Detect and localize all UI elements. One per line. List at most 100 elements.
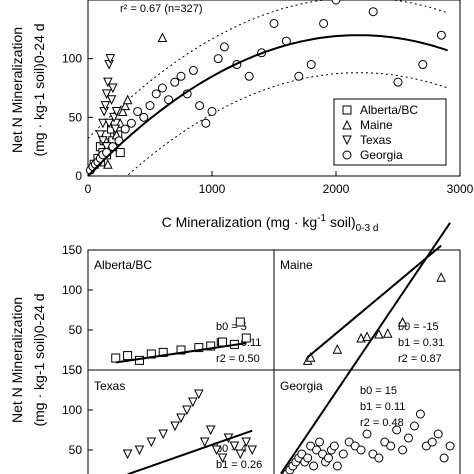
top-point-maine [122,94,133,105]
top-point-maine [103,159,113,169]
panel-tx-b1: b1 = 0.26 [216,459,262,471]
bottom-point-texas [247,445,258,456]
bottom-point-texas [182,405,192,416]
legend-box [333,98,447,166]
bottom-point-georgia [427,437,437,447]
bottom-fit-lines [115,222,451,474]
panel-ga-b0: b0 = 15 [360,385,397,397]
top-point-georgia [306,60,316,70]
bottom-point-maine [332,344,343,354]
top-upper-band [87,0,448,139]
bottom-y-tick-label: 0 [75,363,82,377]
bottom-point-georgia [392,425,402,435]
bottom-point-texas [229,441,240,452]
top-x-label: C Mineralization (mg · kg-1 soil)0-3 d [162,213,379,234]
bottom-point-georgia [409,421,419,431]
top-point-georgia [368,7,378,17]
bottom-point-georgia [362,429,372,439]
bottom-point-texas [122,449,133,460]
top-prediction-band [87,0,448,176]
bottom-point-texas [170,421,180,432]
top-y-label-line1: Net N Mineralization [9,27,25,153]
top-y-tick-label: 100 [62,52,82,66]
top-x-label-sup: -1 [317,213,326,224]
top-point-georgia [213,54,223,64]
panel-me-title: Maine [280,258,313,272]
bottom-point-texas [158,429,169,440]
bottom-point-maine [362,331,372,341]
top-x-tick-label: 3000 [447,182,474,196]
top-point-texas [107,83,118,94]
top-x-label-main: C Mineralization (mg · kg [162,214,318,230]
bottom-point-georgia [309,461,319,471]
legend-label: Maine [360,118,393,132]
bottom-point-georgia [445,441,455,451]
top-x-ticks: 0 1000 2000 3000 [85,171,474,196]
top-y-label-line2: (mg · kg-1 soil)0-24 d [31,23,47,156]
bottom-y-tick-label: 50 [69,443,83,457]
bottom-point-maine [397,316,408,327]
bottom-point-georgia [303,453,313,463]
panel-georgia: Georgia b0 = 15 b1 = 0.11 r2 = 0.48 [280,379,405,429]
top-point-georgia [170,77,180,87]
bottom-point-georgia [386,441,396,451]
top-plot-frame [87,0,461,177]
bottom-point-texas [241,437,252,448]
top-point-georgia [176,71,186,81]
bottom-point-albertabc [235,317,245,327]
bottom-point-texas [146,437,157,448]
top-point-texas [95,130,106,141]
panel-me-b1: b1 = 0.31 [398,337,444,349]
panel-ga-title: Georgia [280,379,323,393]
panel-tx-title: Texas [94,379,125,393]
bottom-point-albertabc [176,345,186,355]
top-point-texas [98,136,108,146]
top-point-georgia [133,106,143,116]
top-point-texas [111,106,122,117]
top-point-georgia [126,118,136,128]
bottom-point-georgia [315,437,325,447]
top-point-georgia [201,118,211,128]
top-x-tick-label: 0 [85,182,92,196]
bottom-point-georgia [374,453,384,463]
legend-label: Georgia [360,148,403,162]
bottom-point-albertabc [123,351,133,361]
top-point-georgia [393,77,403,87]
legend-marker-maine [342,119,352,130]
top-y-ticks: 0 50 100 [62,52,93,183]
top-point-texas [106,95,117,105]
top-point-georgia [151,89,161,99]
bottom-point-maine [382,328,393,338]
bottom-fit-line [127,429,253,474]
top-point-georgia [244,71,254,81]
top-data-points [85,0,446,175]
top-point-texas [104,60,114,70]
panel-me-b0: b0 = -15 [398,321,439,333]
bottom-point-georgia [404,433,414,443]
bottom-point-texas [188,397,198,408]
top-point-texas [99,106,109,117]
top-x-label-tail: soil) [326,214,356,230]
bottom-point-maine [374,328,384,339]
top-point-georgia [269,18,279,28]
bottom-y-tick-label: 50 [69,323,83,337]
panel-maine: Maine b0 = -15 b1 = 0.31 r2 = 0.87 [280,258,444,365]
legend-marker-texas [342,135,352,146]
top-point-georgia [418,60,428,70]
top-fit-curve [87,34,448,177]
panel-ga-b1: b1 = 0.11 [360,401,405,413]
bottom-point-georgia [356,445,366,455]
top-y-tick-label: 0 [75,169,82,183]
top-y-tick-label: 50 [69,110,83,124]
bottom-point-georgia [433,429,443,439]
top-point-georgia [219,42,229,52]
panel-ab-r2: r2 = 0.50 [216,353,260,365]
bottom-fit-line [115,342,247,364]
top-point-texas [101,89,112,99]
bottom-point-georgia [415,409,425,419]
bottom-point-texas [193,389,204,400]
bottom-y-tick-label: 150 [62,363,82,377]
